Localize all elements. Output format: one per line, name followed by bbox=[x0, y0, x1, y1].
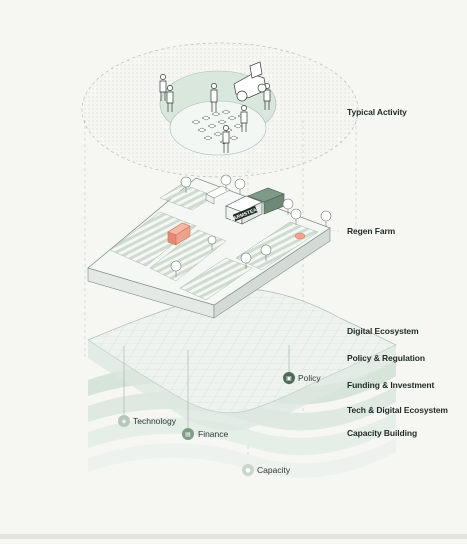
label-tech-digital-ecosystem: Tech & Digital Ecosystem bbox=[347, 405, 448, 415]
pin-label: Policy bbox=[298, 373, 321, 383]
pin-policy[interactable]: ▣ Policy bbox=[283, 345, 321, 385]
farmer-figures bbox=[159, 74, 271, 153]
tech-digital-layer bbox=[88, 412, 396, 456]
farmhouse-icon: FARMSTEAD bbox=[225, 187, 285, 225]
pin-finance[interactable]: ▤ Finance bbox=[182, 350, 229, 440]
policy-icon: ▣ bbox=[286, 375, 292, 382]
typical-activity-zone bbox=[81, 42, 359, 178]
pin-technology[interactable]: ◈ Technology bbox=[118, 346, 177, 427]
barn-icon bbox=[167, 222, 191, 246]
pin-label: Technology bbox=[133, 416, 177, 426]
tractor-icon bbox=[233, 61, 267, 102]
pin-label: Capacity bbox=[257, 465, 291, 475]
technology-icon: ◈ bbox=[122, 418, 127, 425]
capacity-icon: ● bbox=[245, 467, 250, 474]
regen-farm-platform: FARMSTEAD bbox=[87, 174, 332, 319]
digital-ecosystem-surface bbox=[87, 289, 397, 431]
label-capacity-building: Capacity Building bbox=[347, 428, 418, 438]
pin-label: Finance bbox=[198, 429, 229, 439]
label-digital-ecosystem: Digital Ecosystem bbox=[347, 326, 419, 336]
bottom-divider bbox=[0, 534, 467, 539]
capacity-building-layer bbox=[88, 438, 396, 478]
greenhouse-icon bbox=[205, 185, 231, 205]
label-regen-farm: Regen Farm bbox=[347, 226, 396, 236]
label-policy-regulation: Policy & Regulation bbox=[347, 353, 425, 363]
label-funding-investment: Funding & Investment bbox=[347, 380, 435, 390]
cow-icon bbox=[294, 232, 306, 240]
trees bbox=[170, 174, 332, 277]
label-typical-activity: Typical Activity bbox=[347, 107, 407, 117]
finance-icon: ▤ bbox=[185, 431, 191, 438]
pin-capacity[interactable]: ● Capacity bbox=[242, 464, 291, 476]
